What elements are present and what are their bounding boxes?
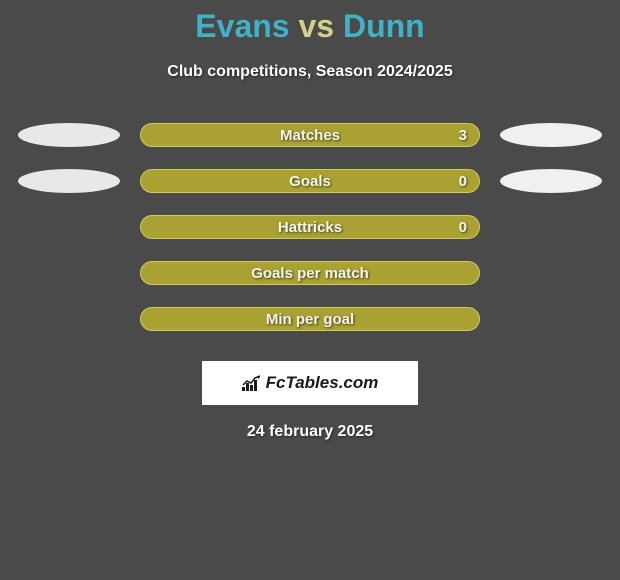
stat-bar: Matches 3 [140, 123, 480, 147]
stat-bar: Goals per match [140, 261, 480, 285]
player1-indicator [18, 123, 120, 147]
player2-indicator [500, 169, 602, 193]
stat-row: Goals per match [0, 261, 620, 285]
stats-container: Matches 3 Goals 0 Hattricks 0 Goals per match M… [0, 123, 620, 331]
player1-indicator [18, 169, 120, 193]
player1-name: Evans [195, 8, 289, 44]
stat-row: Hattricks 0 [0, 215, 620, 239]
subtitle: Club competitions, Season 2024/2025 [0, 63, 620, 81]
stat-bar: Goals 0 [140, 169, 480, 193]
logo-text: FcTables.com [266, 373, 379, 393]
date-label: 24 february 2025 [0, 423, 620, 441]
stat-row: Goals 0 [0, 169, 620, 193]
stat-label: Goals [289, 173, 331, 190]
stat-value: 3 [459, 127, 467, 144]
stat-label: Min per goal [266, 311, 354, 328]
stat-value: 0 [459, 173, 467, 190]
player2-name: Dunn [343, 8, 425, 44]
stat-bar: Min per goal [140, 307, 480, 331]
stat-label: Goals per match [251, 265, 369, 282]
stat-bar: Hattricks 0 [140, 215, 480, 239]
stat-label: Hattricks [278, 219, 342, 236]
logo-content: FcTables.com [242, 373, 379, 393]
stat-value: 0 [459, 219, 467, 236]
player2-indicator [500, 123, 602, 147]
logo-box[interactable]: FcTables.com [202, 361, 418, 405]
stat-row: Matches 3 [0, 123, 620, 147]
stat-label: Matches [280, 127, 340, 144]
comparison-title: Evans vs Dunn [0, 8, 620, 45]
comparison-card: Evans vs Dunn Club competitions, Season … [0, 0, 620, 441]
vs-separator: vs [298, 8, 334, 44]
fctables-icon [242, 375, 262, 391]
stat-row: Min per goal [0, 307, 620, 331]
